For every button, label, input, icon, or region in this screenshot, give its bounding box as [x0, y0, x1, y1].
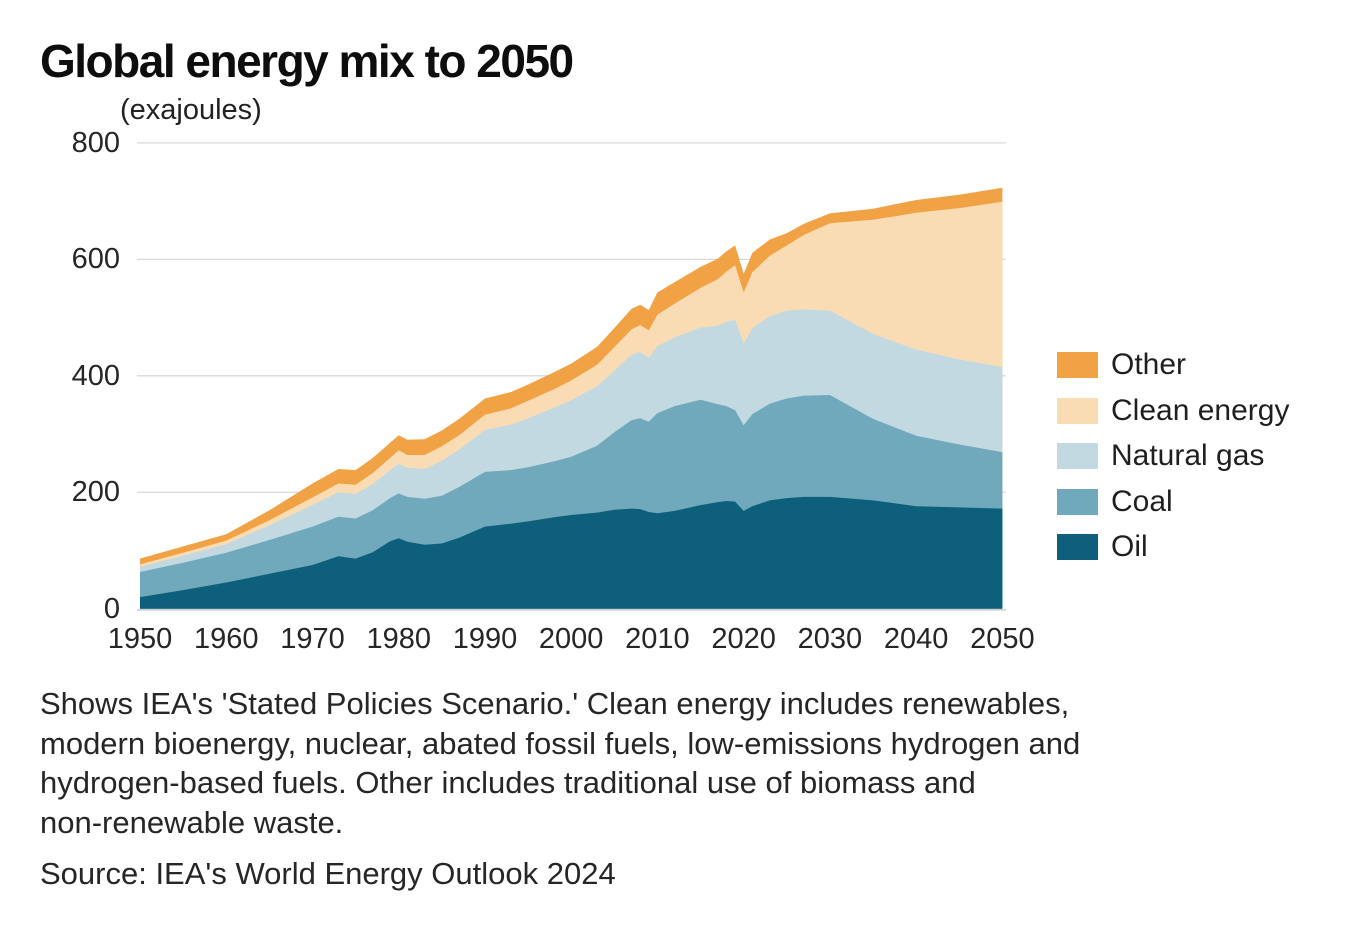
- legend-swatch: [1057, 397, 1098, 424]
- x-tick-label: 2020: [711, 623, 776, 655]
- footnote-line: non-renewable waste.: [40, 804, 344, 840]
- y-tick-label: 400: [71, 359, 120, 392]
- x-tick-label: 2050: [970, 623, 1035, 655]
- legend-swatch: [1057, 352, 1098, 378]
- y-tick-label: 200: [71, 476, 120, 509]
- legend-swatch: [1057, 488, 1098, 515]
- x-tick-label: 2030: [797, 623, 863, 655]
- legend-label: Oil: [1111, 530, 1148, 563]
- footnote-line: hydrogen-based fuels. Other includes tra…: [40, 765, 976, 800]
- x-tick-label: 2010: [625, 623, 690, 655]
- chart-legend: Other Clean energy Natural gas Coal Oil: [1057, 350, 1289, 578]
- page-title: Global energy mix to 2050: [40, 35, 574, 87]
- area-series: [140, 187, 1003, 609]
- legend-label: Coal: [1111, 484, 1173, 518]
- footnote-line: modern bioenergy, nuclear, abated fossil…: [40, 725, 1081, 761]
- x-tick-label: 1980: [366, 623, 431, 655]
- legend-label: Other: [1111, 348, 1187, 381]
- source-credit: Source: IEA's World Energy Outlook 2024: [40, 856, 616, 891]
- area-oil: [140, 496, 1003, 609]
- x-tick-label: 1950: [107, 623, 173, 655]
- x-tick-label: 2000: [538, 623, 604, 655]
- legend-item-coal: Coal: [1057, 484, 1289, 518]
- footnote: Shows IEA's 'Stated Policies Scenario.' …: [40, 684, 1080, 842]
- legend-item-natural-gas: Natural gas: [1057, 441, 1289, 471]
- legend-swatch: [1057, 443, 1098, 469]
- legend-swatch: [1057, 534, 1098, 560]
- legend-item-other: Other: [1057, 350, 1289, 380]
- x-tick-label: 1990: [452, 623, 518, 655]
- x-tick-label: 1970: [280, 623, 345, 655]
- legend-label: Clean energy: [1111, 393, 1290, 427]
- y-tick-label: 0: [103, 592, 120, 625]
- x-tick-label: 1960: [193, 623, 259, 655]
- x-tick-label: 2040: [883, 623, 949, 655]
- legend-label: Natural gas: [1111, 439, 1265, 472]
- y-tick-label: 600: [71, 243, 120, 276]
- axis-unit-label: (exajoules): [120, 94, 262, 126]
- footnote-line: Shows IEA's 'Stated Policies Scenario.' …: [40, 686, 1070, 721]
- legend-item-oil: Oil: [1057, 532, 1289, 562]
- y-tick-label: 800: [71, 126, 120, 159]
- legend-item-clean-energy: Clean energy: [1057, 393, 1290, 427]
